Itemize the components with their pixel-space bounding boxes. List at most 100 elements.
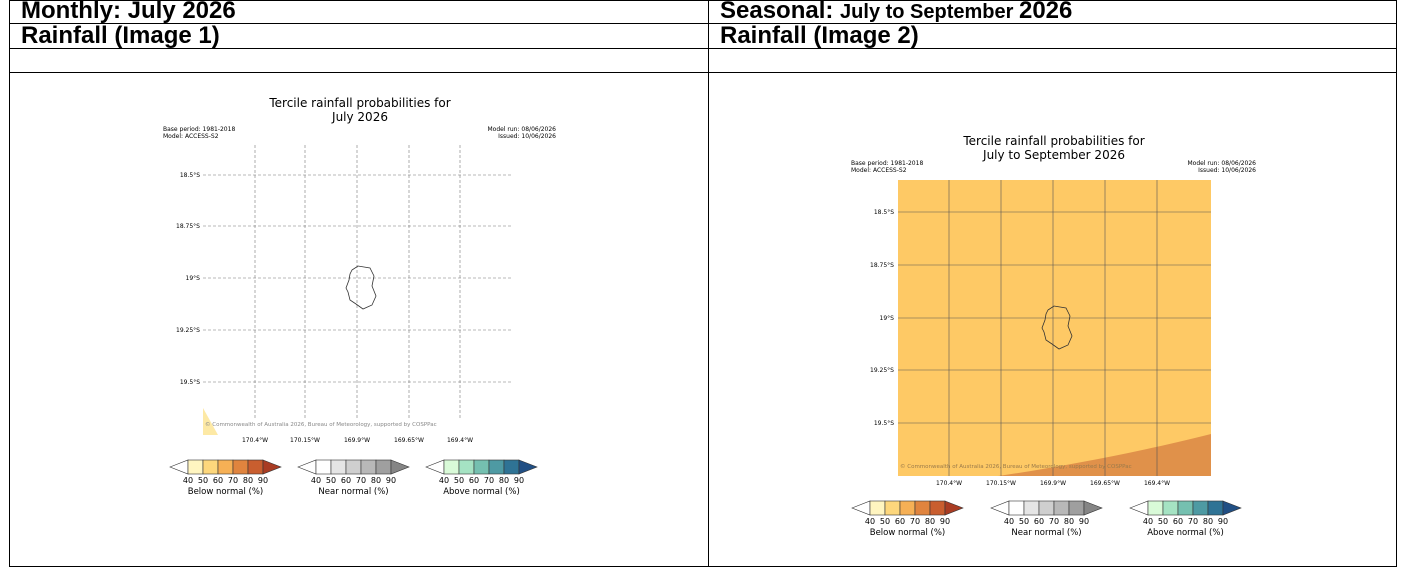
near-legend-tick: 60 [341, 476, 351, 485]
map2-lat-19-25: 19.25°S [870, 367, 894, 374]
near-legend-swatch [315, 459, 332, 475]
map2-frame [898, 180, 1211, 476]
above-legend-swatch [1192, 500, 1209, 516]
above-legend-right-arrow [1222, 500, 1242, 516]
above-legend-swatch [1207, 500, 1224, 516]
near-legend-swatch [375, 459, 392, 475]
near-legend-tick: 50 [1019, 517, 1029, 526]
near-legend-tick: 60 [1034, 517, 1044, 526]
map1-frame [203, 145, 512, 435]
near-legend-tick: 50 [326, 476, 336, 485]
row-divider-1 [9, 23, 1397, 24]
header-rainfall-image-2: Rainfall (Image 2) [708, 23, 1397, 49]
map2-legend-above: 40 50 60 70 80 90 Above normal (%) [1129, 500, 1242, 538]
map2-lon-169-9: 169.9°W [1040, 480, 1066, 487]
below-legend-swatch [247, 459, 264, 475]
below-legend-tick: 80 [243, 476, 253, 485]
near-legend-swatch [1068, 500, 1085, 516]
above-legend-tick: 60 [1173, 517, 1183, 526]
below-legend-tick: 90 [258, 476, 268, 485]
below-legend-swatch [929, 500, 946, 516]
map1-title-line1: Tercile rainfall probabilities for [268, 96, 450, 110]
near-legend-swatch [1038, 500, 1055, 516]
map1-copyright: © Commonwealth of Australia 2026, Bureau… [205, 421, 437, 428]
map2-base-period: Base period: 1981-2018 [851, 160, 923, 167]
above-legend-right-arrow [518, 459, 538, 475]
below-legend-label: Below normal (%) [870, 528, 945, 538]
above-legend-tick: 90 [514, 476, 524, 485]
near-legend-tick: 80 [371, 476, 381, 485]
map2-model-run: Model run: 08/06/2026 [1187, 160, 1256, 167]
below-legend-tick: 70 [228, 476, 238, 485]
map2-lon-169-4: 169.4°W [1144, 480, 1170, 487]
above-legend-swatch [503, 459, 520, 475]
near-legend-tick: 40 [1004, 517, 1014, 526]
map2-island-outline [1041, 305, 1073, 350]
map1-lat-18-75: 18.75°S [176, 223, 200, 230]
map2-lat-18-5: 18.5°S [874, 209, 894, 216]
above-legend-tick: 70 [1188, 517, 1198, 526]
near-legend-swatch [1023, 500, 1040, 516]
map1-lon-170-15: 170.15°W [290, 437, 320, 444]
header-seasonal-year: 2026 [1018, 0, 1073, 24]
below-legend-tick: 40 [865, 517, 875, 526]
near-legend-swatch [345, 459, 362, 475]
map2-lat-18-75: 18.75°S [870, 262, 894, 269]
below-legend-swatch [899, 500, 916, 516]
near-legend-tick: 90 [386, 476, 396, 485]
map-monthly: Tercile rainfall probabilities for July … [163, 96, 556, 497]
above-legend-swatch [473, 459, 490, 475]
map1-lat-18-5: 18.5°S [180, 172, 200, 179]
header-rainfall-image-2-text: Rainfall (Image 2) [720, 22, 919, 49]
below-legend-swatch [869, 500, 886, 516]
map1-lon-169-65: 169.65°W [394, 437, 424, 444]
map2-lat-19: 19°S [880, 315, 895, 322]
header-rainfall-image-1-text: Rainfall (Image 1) [21, 22, 220, 49]
near-legend-swatch [360, 459, 377, 475]
above-legend-tick: 70 [484, 476, 494, 485]
map2-title-line2: July to September 2026 [982, 148, 1125, 162]
above-legend-left-arrow [1129, 500, 1149, 516]
header-rainfall-image-1: Rainfall (Image 1) [9, 23, 708, 49]
above-legend-swatch [1162, 500, 1179, 516]
near-legend-tick: 70 [1049, 517, 1059, 526]
above-legend-tick: 90 [1218, 517, 1228, 526]
near-legend-swatch [330, 459, 347, 475]
map1-lat-19: 19°S [186, 275, 201, 282]
near-legend-right-arrow [390, 459, 410, 475]
below-legend-left-arrow [851, 500, 871, 516]
map2-legend-below: 40 50 60 70 80 90 Below normal (%) [851, 500, 964, 538]
near-legend-swatch [1053, 500, 1070, 516]
map1-base-period: Base period: 1981-2018 [163, 126, 235, 133]
map2-issued: Issued: 10/06/2026 [1198, 167, 1256, 174]
map1-lon-170-4: 170.4°W [242, 437, 268, 444]
map1-issued: Issued: 10/06/2026 [498, 133, 556, 140]
above-legend-label: Above normal (%) [1147, 528, 1224, 538]
map2-title-line1: Tercile rainfall probabilities for [962, 134, 1144, 148]
map1-legend-near: 40 50 60 70 80 90 Near normal (%) [297, 459, 410, 497]
map-seasonal: Tercile rainfall probabilities for July … [851, 134, 1256, 538]
map1-light-patch [203, 408, 218, 435]
below-legend-right-arrow [944, 500, 964, 516]
below-legend-label: Below normal (%) [188, 487, 263, 497]
below-legend-tick: 50 [880, 517, 890, 526]
near-legend-tick: 90 [1079, 517, 1089, 526]
above-legend-left-arrow [425, 459, 445, 475]
header-monthly: Monthly: July 2026 [9, 0, 708, 24]
map2-lon-170-4: 170.4°W [936, 480, 962, 487]
near-legend-label: Near normal (%) [1011, 528, 1081, 538]
column-divider [708, 0, 709, 567]
above-legend-swatch [1147, 500, 1164, 516]
map2-below-normal-fill [898, 180, 1211, 476]
above-legend-tick: 80 [1203, 517, 1213, 526]
map1-island-outline [345, 265, 377, 310]
map1-lon-169-4: 169.4°W [447, 437, 473, 444]
above-legend-tick: 50 [454, 476, 464, 485]
map1-title-line2: July 2026 [331, 110, 388, 124]
map2-lon-169-65: 169.65°W [1090, 480, 1120, 487]
above-legend-swatch [443, 459, 460, 475]
map2-darker-corner [998, 434, 1211, 476]
near-legend-tick: 80 [1064, 517, 1074, 526]
below-legend-left-arrow [169, 459, 189, 475]
above-legend-tick: 60 [469, 476, 479, 485]
